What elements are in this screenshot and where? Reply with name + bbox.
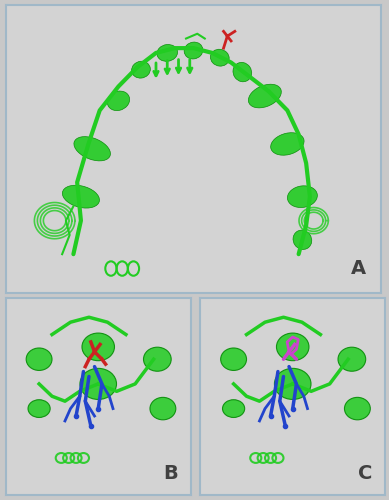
- Ellipse shape: [338, 347, 366, 372]
- Ellipse shape: [271, 132, 304, 155]
- Ellipse shape: [62, 186, 100, 208]
- Ellipse shape: [345, 398, 370, 420]
- Ellipse shape: [249, 84, 281, 108]
- Ellipse shape: [210, 50, 229, 66]
- Text: A: A: [351, 259, 366, 278]
- Ellipse shape: [150, 398, 176, 420]
- Ellipse shape: [223, 400, 245, 417]
- Ellipse shape: [107, 91, 130, 110]
- Ellipse shape: [277, 333, 309, 360]
- Ellipse shape: [287, 186, 317, 208]
- Ellipse shape: [74, 136, 110, 161]
- Ellipse shape: [157, 44, 177, 62]
- Ellipse shape: [80, 368, 117, 400]
- Ellipse shape: [144, 347, 171, 372]
- Ellipse shape: [131, 62, 150, 78]
- Ellipse shape: [274, 368, 311, 400]
- Text: B: B: [163, 464, 178, 482]
- Ellipse shape: [221, 348, 247, 370]
- Ellipse shape: [184, 42, 203, 59]
- Text: C: C: [358, 464, 372, 482]
- Ellipse shape: [26, 348, 52, 370]
- Ellipse shape: [293, 230, 312, 250]
- Ellipse shape: [82, 333, 114, 360]
- Ellipse shape: [28, 400, 50, 417]
- Ellipse shape: [233, 62, 252, 82]
